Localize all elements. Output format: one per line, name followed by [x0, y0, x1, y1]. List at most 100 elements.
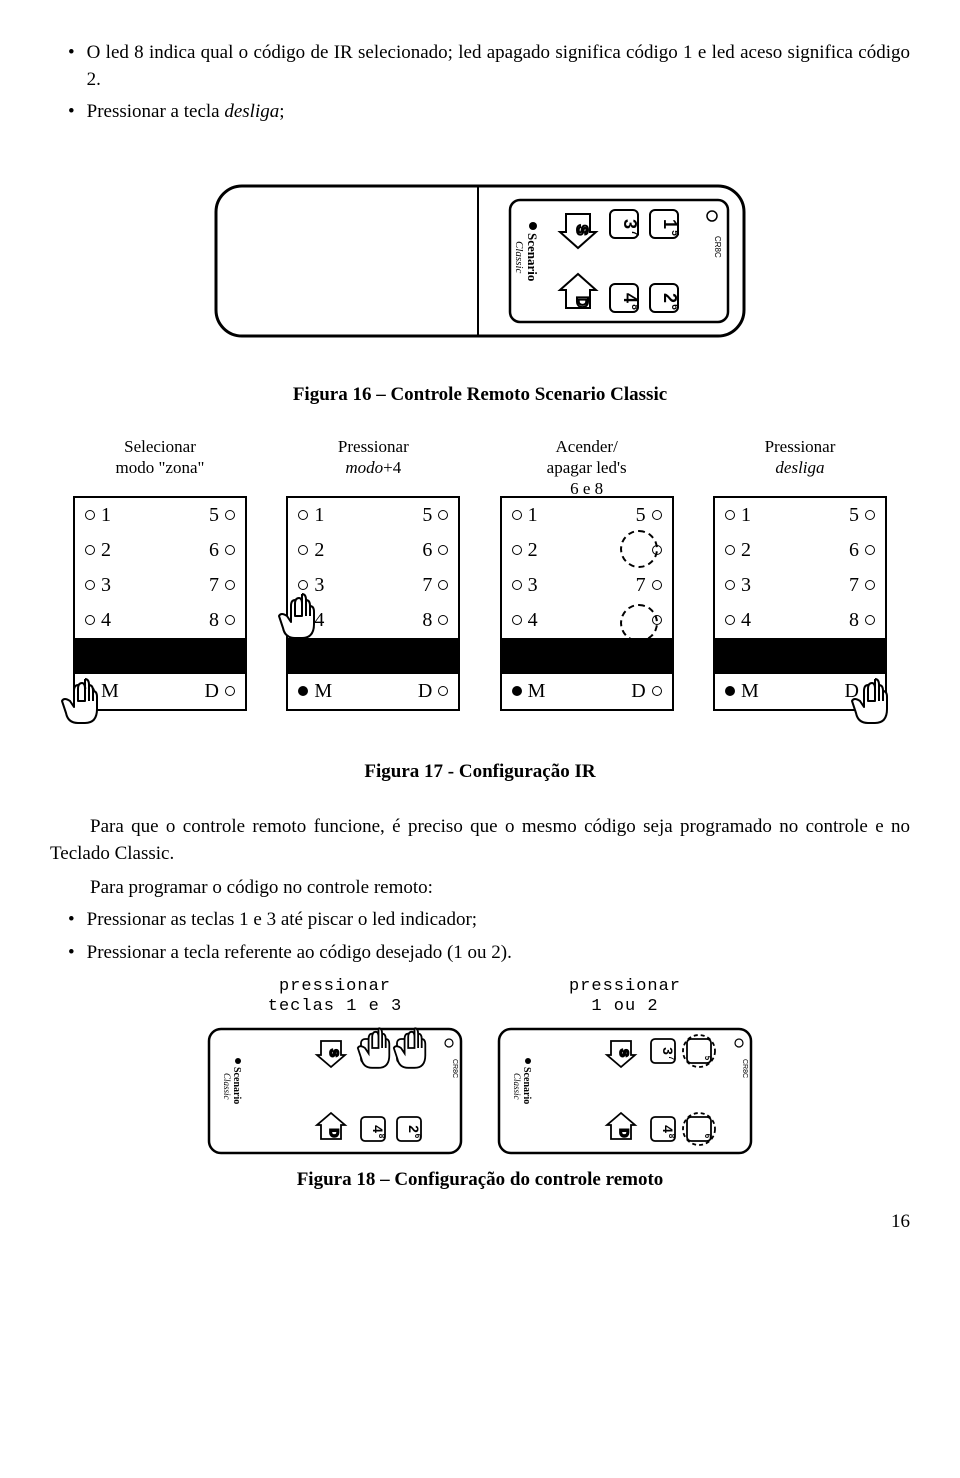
bullet-dot: • — [68, 40, 75, 93]
mini2-label: pressionar 1 ou 2 — [569, 977, 681, 1018]
key-8: 8 — [422, 609, 432, 632]
key-2: 2 — [314, 539, 324, 562]
svg-text:S: S — [573, 224, 590, 235]
svg-text:CR8C: CR8C — [713, 236, 722, 258]
key-3: 3 — [314, 574, 324, 597]
panel3: 15 26 37 48 MD — [500, 496, 674, 711]
svg-text:7: 7 — [667, 1056, 676, 1061]
svg-text:6: 6 — [413, 1134, 422, 1139]
para-desliga-text: Pressionar a tecla desliga; — [87, 99, 285, 126]
key-7: 7 — [209, 574, 219, 597]
svg-text:3: 3 — [660, 1047, 676, 1055]
key-4: 4 — [741, 609, 751, 632]
mini2-line1: pressionar — [569, 977, 681, 996]
body-para1: Para que o controle remoto funcione, é p… — [50, 813, 910, 868]
key-3: 3 — [528, 574, 538, 597]
step4-label: Pressionar desliga — [765, 436, 836, 490]
key-1: 1 — [101, 504, 111, 527]
bullet-desliga: • Pressionar a tecla desliga; — [50, 99, 910, 126]
panel1: 15 26 37 48 MD — [73, 496, 247, 711]
bullet-led8: • O led 8 indica qual o código de IR sel… — [50, 40, 910, 93]
mini-remote-1: pressionar teclas 1 e 3 CR8C 15 26 37 48… — [205, 977, 465, 1162]
step1-label: Selecionar modo "zona" — [116, 436, 205, 490]
svg-text:2: 2 — [660, 293, 680, 303]
key-7: 7 — [636, 574, 646, 597]
svg-text:8: 8 — [377, 1134, 386, 1139]
key-8: 8 — [849, 609, 859, 632]
bullet-dot: • — [68, 940, 75, 967]
figure16-caption: Figura 16 – Controle Remoto Scenario Cla… — [50, 384, 910, 406]
bullet-tecla-cod: • Pressionar a tecla referente ao código… — [50, 940, 910, 967]
bullet-dot: • — [68, 99, 75, 126]
step1-line1: Selecionar — [124, 437, 196, 456]
para-led8-text: O led 8 indica qual o código de IR selec… — [87, 40, 910, 93]
para2-italic: desliga — [224, 101, 279, 122]
key-4: 4 — [314, 609, 324, 632]
key-M: M — [741, 680, 759, 703]
svg-text:4: 4 — [660, 1125, 676, 1133]
key-D: D — [205, 680, 219, 703]
step4-italic: desliga — [775, 458, 824, 477]
svg-text:D: D — [573, 296, 590, 308]
mini2-line2: 1 ou 2 — [591, 997, 658, 1016]
mini1-label: pressionar teclas 1 e 3 — [268, 977, 402, 1018]
key-D: D — [418, 680, 432, 703]
key-8: 8 — [209, 609, 219, 632]
key-2: 2 — [528, 539, 538, 562]
svg-text:Classic: Classic — [222, 1073, 232, 1100]
key-1: 1 — [741, 504, 751, 527]
svg-text:D: D — [617, 1129, 631, 1138]
para2-pre: Pressionar a tecla — [87, 101, 225, 122]
bullet-dot: • — [68, 907, 75, 934]
dashed-highlight-6 — [620, 530, 658, 568]
key-4: 4 — [101, 609, 111, 632]
key-3: 3 — [101, 574, 111, 597]
step-selecionar-zona: Selecionar modo "zona" 15 26 37 48 MD — [60, 436, 260, 711]
figure17-caption: Figura 17 - Configuração IR — [50, 761, 910, 783]
svg-text:8: 8 — [667, 1134, 676, 1139]
svg-text:D: D — [327, 1129, 341, 1138]
key-3: 3 — [741, 574, 751, 597]
step-modo4: Pressionar modo+4 15 26 37 48 MD — [273, 436, 473, 711]
key-6: 6 — [422, 539, 432, 562]
mini1-line2: teclas 1 e 3 — [268, 997, 402, 1016]
step1-line2: modo "zona" — [116, 458, 205, 477]
key-5: 5 — [636, 504, 646, 527]
svg-text:4: 4 — [620, 293, 640, 303]
step3-line2: apagar led's — [547, 458, 627, 477]
figure16-remote: CR8C 1 5 2 6 3 7 4 8 S D — [50, 156, 910, 366]
step4-line1: Pressionar — [765, 437, 836, 456]
svg-text:8: 8 — [629, 304, 640, 310]
key-1: 1 — [528, 504, 538, 527]
step2-italic: modo — [345, 458, 383, 477]
step2-plus4: +4 — [383, 458, 401, 477]
dashed-highlight-8 — [620, 604, 658, 642]
svg-text:Classic: Classic — [513, 241, 525, 274]
body-para2: Para programar o código no controle remo… — [50, 874, 910, 902]
bul1-text: Pressionar as teclas 1 e 3 até piscar o … — [87, 907, 477, 934]
svg-text:Scenario: Scenario — [525, 233, 540, 281]
svg-text:CR8C: CR8C — [741, 1059, 748, 1078]
svg-text:S: S — [327, 1049, 341, 1057]
figure18-remotes: pressionar teclas 1 e 3 CR8C 15 26 37 48… — [50, 977, 910, 1162]
svg-text:S: S — [617, 1049, 631, 1057]
step2-line1: Pressionar — [338, 437, 409, 456]
figure18-caption: Figura 18 – Configuração do controle rem… — [50, 1169, 910, 1191]
key-M: M — [314, 680, 332, 703]
key-7: 7 — [849, 574, 859, 597]
svg-text:6: 6 — [703, 1134, 712, 1139]
svg-text:6: 6 — [669, 304, 680, 310]
key-6: 6 — [209, 539, 219, 562]
key-M: M — [101, 680, 119, 703]
svg-text:3: 3 — [620, 219, 640, 229]
svg-text:7: 7 — [629, 230, 640, 236]
key-6: 6 — [849, 539, 859, 562]
bullet-teclas13: • Pressionar as teclas 1 e 3 até piscar … — [50, 907, 910, 934]
bul2-text: Pressionar a tecla referente ao código d… — [87, 940, 512, 967]
key-2: 2 — [101, 539, 111, 562]
svg-text:CR8C: CR8C — [451, 1059, 458, 1078]
mini-remote-2: pressionar 1 ou 2 CR8C 5 6 37 48 S D — [495, 977, 755, 1162]
svg-text:Classic: Classic — [512, 1073, 522, 1100]
svg-text:1: 1 — [660, 219, 680, 229]
key-4: 4 — [528, 609, 538, 632]
